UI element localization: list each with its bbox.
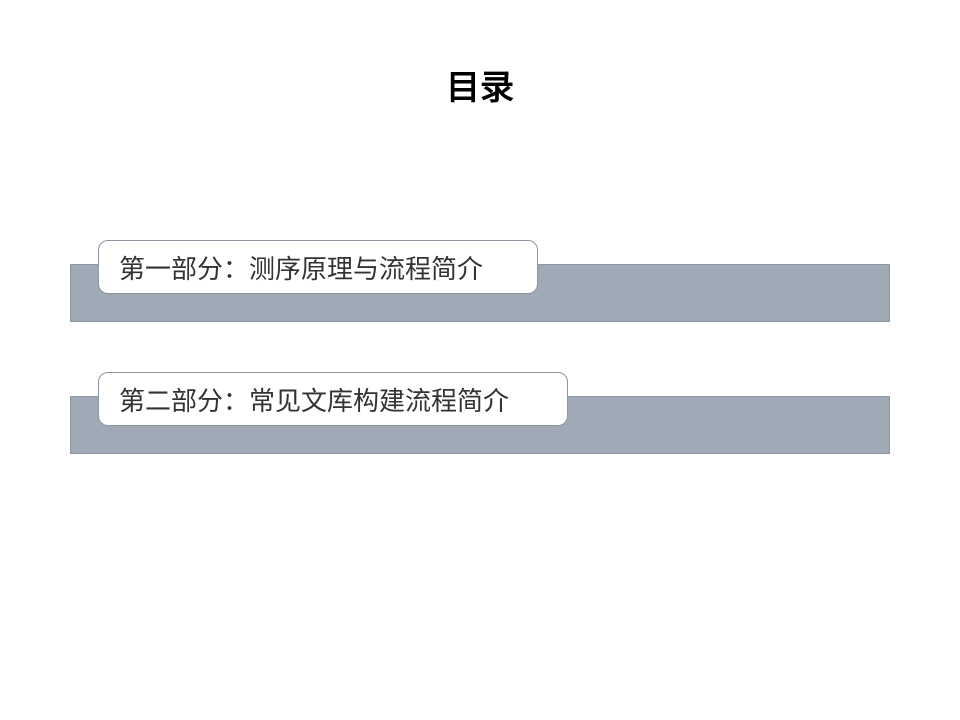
toc-item-2-label: 第二部分：常见文库构建流程简介 — [119, 381, 509, 418]
toc-item-2: 第二部分：常见文库构建流程简介 — [70, 396, 890, 454]
toc-item-1: 第一部分：测序原理与流程简介 — [70, 264, 890, 322]
page-title-text: 目录 — [446, 70, 514, 107]
toc-item-2-box: 第二部分：常见文库构建流程简介 — [98, 372, 568, 426]
page-title: 目录 — [0, 60, 960, 109]
toc-item-1-box: 第一部分：测序原理与流程简介 — [98, 240, 538, 294]
toc-item-1-label: 第一部分：测序原理与流程简介 — [119, 249, 483, 286]
